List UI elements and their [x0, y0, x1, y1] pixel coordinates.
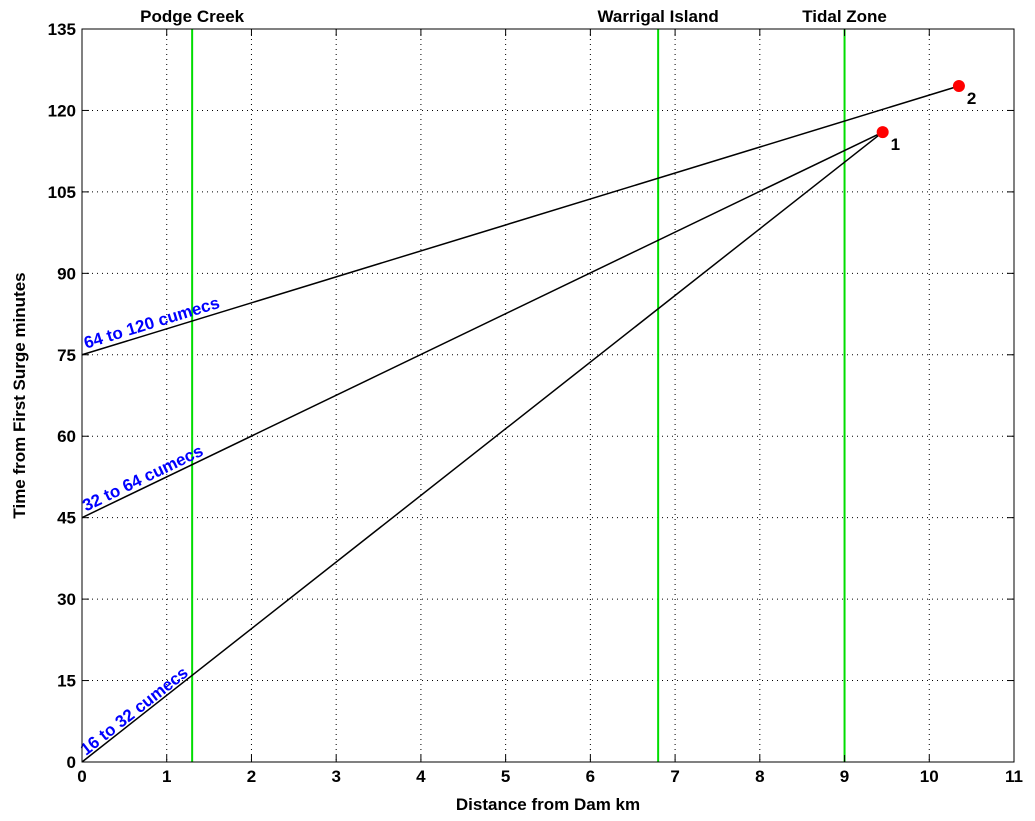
- x-tick-label: 5: [501, 767, 510, 786]
- series-line: [81, 85, 960, 356]
- data-points: 12: [876, 80, 976, 154]
- series-line: [81, 131, 884, 763]
- x-tick-label: 10: [920, 767, 939, 786]
- y-tick-label: 75: [57, 346, 76, 365]
- y-tick-label: 105: [48, 183, 76, 202]
- x-tick-label: 6: [586, 767, 595, 786]
- y-tick-label: 30: [57, 590, 76, 609]
- y-tick-label: 90: [57, 264, 76, 283]
- grid: [82, 29, 1014, 762]
- data-point-marker: [952, 80, 965, 93]
- x-tick-label: 2: [247, 767, 256, 786]
- data-point-label: 1: [891, 135, 900, 154]
- vertical-marker-label: Podge Creek: [140, 7, 244, 26]
- y-tick-label: 135: [48, 20, 76, 39]
- x-tick-label: 1: [162, 767, 171, 786]
- x-tick-label: 4: [416, 767, 426, 786]
- vertical-marker-label: Warrigal Island: [598, 7, 719, 26]
- y-tick-label: 120: [48, 101, 76, 120]
- x-tick-label: 8: [755, 767, 764, 786]
- plot-frame: [81, 28, 1015, 763]
- data-point-marker: [876, 126, 889, 139]
- x-tick-label: 9: [840, 767, 849, 786]
- x-tick-label: 0: [77, 767, 86, 786]
- x-tick-label: 7: [670, 767, 679, 786]
- y-axis-label: Time from First Surge minutes: [10, 272, 29, 518]
- x-tick-label: 11: [1005, 767, 1023, 786]
- x-axis-label: Distance from Dam km: [456, 795, 640, 814]
- y-tick-label: 15: [57, 672, 76, 691]
- series-line: [81, 131, 883, 519]
- data-point-label: 2: [967, 89, 976, 108]
- vertical-markers: Podge Creek Warrigal Island Tidal Zone: [140, 7, 887, 762]
- x-tick-label: 3: [331, 767, 340, 786]
- y-tick-label: 45: [57, 509, 76, 528]
- y-tick-label: 60: [57, 427, 76, 446]
- y-tick-label: 0: [67, 753, 76, 772]
- vertical-marker-label: Tidal Zone: [802, 7, 887, 26]
